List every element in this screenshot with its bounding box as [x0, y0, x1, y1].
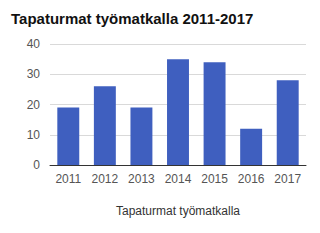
- svg-text:2013: 2013: [128, 172, 155, 186]
- svg-text:2014: 2014: [165, 172, 192, 186]
- svg-text:2012: 2012: [92, 172, 119, 186]
- svg-text:2015: 2015: [201, 172, 228, 186]
- svg-text:0: 0: [33, 158, 40, 172]
- svg-text:Tapaturmat työmatkalla 2011-20: Tapaturmat työmatkalla 2011-2017: [11, 10, 253, 27]
- svg-text:40: 40: [27, 37, 41, 51]
- svg-text:30: 30: [27, 67, 41, 81]
- svg-text:2017: 2017: [274, 172, 301, 186]
- svg-text:20: 20: [27, 98, 41, 112]
- svg-text:2016: 2016: [238, 172, 265, 186]
- svg-text:2011: 2011: [55, 172, 81, 186]
- svg-text:10: 10: [27, 128, 41, 142]
- svg-text:Tapaturmat työmatkalla: Tapaturmat työmatkalla: [116, 204, 240, 218]
